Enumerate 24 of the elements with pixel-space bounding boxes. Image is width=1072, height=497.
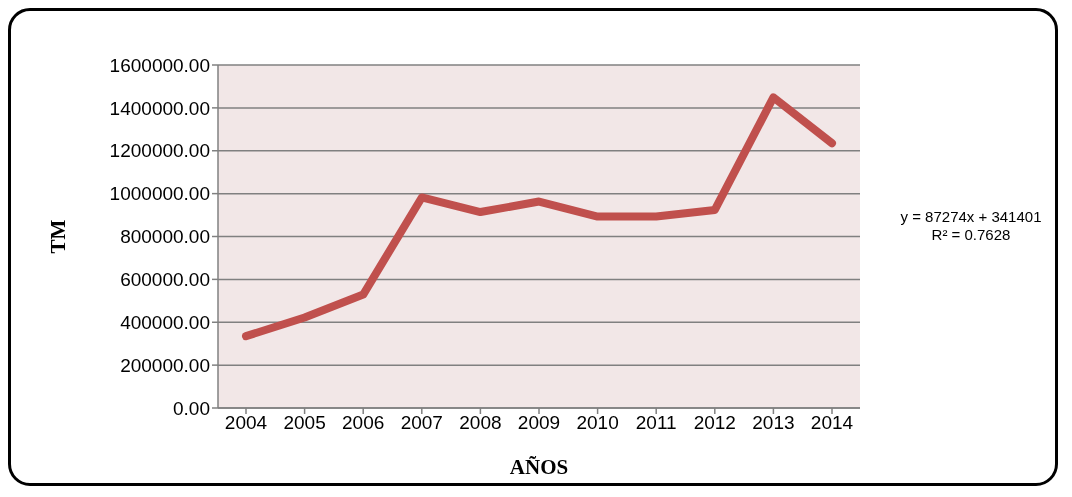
text: y = 87274x + 341401 xyxy=(899,208,1043,226)
y-tick-label: 200000.00 xyxy=(120,354,210,376)
x-tick-label: 2010 xyxy=(576,412,619,434)
y-tick-label: 1400000.00 xyxy=(109,97,210,119)
x-tick-label: 2011 xyxy=(635,412,677,434)
text: R² = 0.7628 xyxy=(930,226,1012,244)
x-axis-title: AÑOS xyxy=(509,455,569,479)
x-tick-label: 2012 xyxy=(693,412,736,434)
y-tick-label: 1200000.00 xyxy=(109,140,210,162)
y-tick-label: 600000.00 xyxy=(120,269,210,291)
y-tick-label: 1600000.00 xyxy=(109,54,210,76)
y-tick-label: 800000.00 xyxy=(120,226,210,248)
x-tick-label: 2014 xyxy=(810,412,854,434)
x-tick-label: 2005 xyxy=(283,412,326,434)
y-tick-label: 0.00 xyxy=(173,397,210,419)
x-tick-label: 2013 xyxy=(752,412,795,434)
x-tick-label: 2006 xyxy=(342,412,385,434)
x-tick-label: 2009 xyxy=(517,412,561,434)
y-axis-title: TM xyxy=(46,219,71,254)
y-tick-label: 400000.00 xyxy=(120,311,210,333)
y-tick-label: 1000000.00 xyxy=(109,183,210,205)
x-tick-label: 2008 xyxy=(459,412,502,434)
x-tick-label: 2004 xyxy=(224,412,268,434)
x-tick-label: 2007 xyxy=(400,412,443,434)
